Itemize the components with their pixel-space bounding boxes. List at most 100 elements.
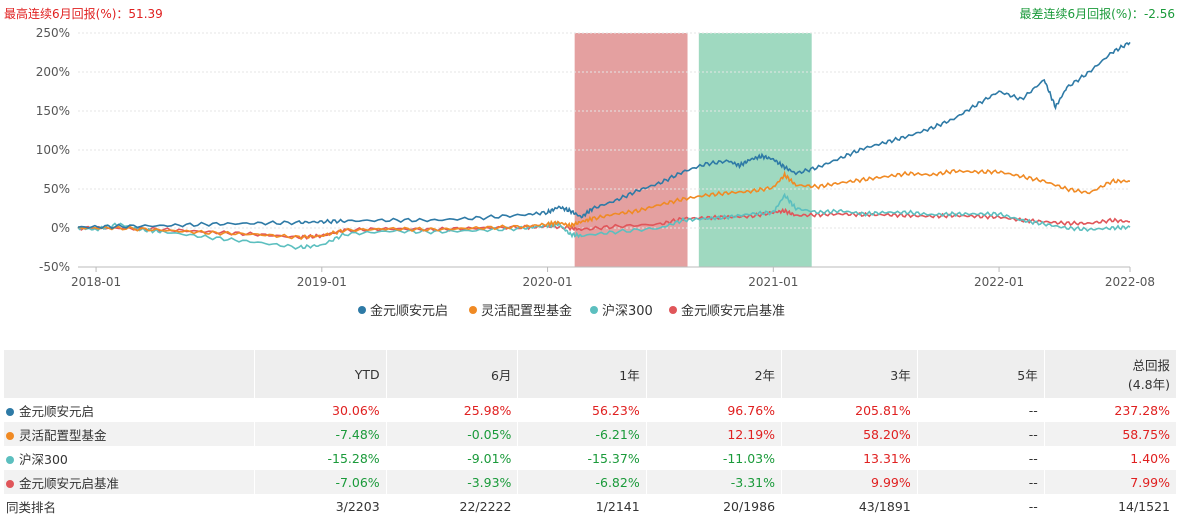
x-axis: 2018-01 2019-01 2020-01 2021-01 2022-01 2022-…	[71, 266, 1155, 289]
row-name-label: 沪深300	[19, 451, 68, 467]
legend-label: 灵活配置型基金	[481, 303, 572, 319]
x-tick-label: 2019-01	[297, 275, 347, 289]
y-tick-label: 100%	[36, 143, 70, 157]
x-tick-label: 2020-01	[522, 275, 572, 289]
x-tick-label: 2018-01	[71, 275, 121, 289]
best-6m-label: 最高连续6月回报(%)	[4, 7, 117, 21]
header-total-return: 总回报	[1132, 358, 1170, 373]
legend-marker	[469, 306, 477, 314]
legend-marker	[669, 306, 677, 314]
table-row: 同类排名 3/2203 22/2222 1/2141 20/1986 43/1891 -- 1…	[4, 494, 1176, 518]
table-header-cell: YTD	[253, 350, 387, 398]
y-tick-label: -50%	[39, 260, 70, 274]
table-row: 灵活配置型基金 -7.48% -0.05% -6.21% 12.19% 58.20% -- 5…	[4, 422, 1176, 446]
performance-table: YTD 6月 1年 2年 3年 5年 总回报 (4.8年) 金元顺安元启 30.06% 25.98%…	[4, 350, 1176, 518]
table-header-cell: 5年	[916, 350, 1045, 398]
table-cell: --	[916, 422, 1045, 446]
table-cell: -7.48%	[253, 422, 387, 446]
best-6m-return: 最高连续6月回报(%)：51.39	[4, 7, 163, 21]
table-cell: -11.03%	[645, 446, 782, 470]
table-cell: 96.76%	[645, 398, 782, 422]
table-cell: 58.20%	[781, 422, 918, 446]
legend-label: 金元顺安元启基准	[681, 303, 785, 319]
row-name: 沪深300	[4, 446, 254, 470]
legend-item[interactable]: 沪深300	[590, 303, 653, 319]
table-cell: --	[916, 398, 1045, 422]
table-cell: -0.05%	[385, 422, 518, 446]
row-name: 灵活配置型基金	[4, 422, 255, 446]
series-line	[77, 168, 1131, 241]
series-lines	[77, 41, 1131, 250]
y-tick-label: 50%	[43, 182, 70, 196]
table-cell: 1/2141	[517, 494, 647, 518]
table-cell: -9.01%	[385, 446, 518, 470]
table-cell: 43/1891	[781, 494, 918, 518]
row-name-label: 金元顺安元启基准	[19, 475, 120, 491]
table-cell: --	[916, 470, 1045, 494]
legend-item[interactable]: 金元顺安元启	[358, 303, 448, 319]
table-row: 金元顺安元启 30.06% 25.98% 56.23% 96.76% 205.81% -- 2…	[4, 398, 1176, 422]
row-name: 金元顺安元启	[4, 398, 254, 422]
series-dot-icon	[6, 431, 14, 440]
table-cell: -15.37%	[517, 446, 647, 470]
legend-marker	[358, 306, 366, 314]
worst-6m-value: -2.56	[1143, 7, 1175, 21]
table-cell: 7.99%	[1043, 470, 1176, 494]
table-cell: 58.75%	[1043, 422, 1176, 446]
legend-marker	[590, 306, 598, 314]
series-line	[77, 192, 1131, 250]
legend-item[interactable]: 金元顺安元启基准	[669, 303, 785, 319]
row-name: 金元顺安元启基准	[4, 470, 255, 494]
table-cell: 1.40%	[1043, 446, 1176, 470]
table-cell: --	[916, 494, 1045, 518]
x-tick-label: 2022-08	[1105, 275, 1155, 289]
table-cell: 12.19%	[645, 422, 782, 446]
table-header-row: YTD 6月 1年 2年 3年 5年 总回报 (4.8年)	[4, 350, 1176, 398]
table-cell: 20/1986	[645, 494, 782, 518]
series-line	[77, 41, 1131, 230]
legend-label: 金元顺安元启	[370, 303, 448, 319]
table-cell: 25.98%	[385, 398, 518, 422]
y-tick-label: 150%	[36, 104, 70, 118]
y-tick-label: 200%	[36, 65, 70, 79]
table-cell: 13.31%	[781, 446, 918, 470]
table-cell: 9.99%	[781, 470, 918, 494]
row-name-label: 金元顺安元启	[19, 403, 95, 419]
worst-6m-label: 最差连续6月回报(%)	[1019, 7, 1132, 21]
table-row: 金元顺安元启基准 -7.06% -3.93% -6.82% -3.31% 9.99% -- 7…	[4, 470, 1176, 494]
table-cell: --	[916, 446, 1045, 470]
table-cell: 22/2222	[385, 494, 518, 518]
y-tick-label: 0%	[51, 221, 70, 235]
table-cell: -3.31%	[645, 470, 782, 494]
table-header-cell: 1年	[517, 350, 647, 398]
x-tick-label: 2022-01	[974, 275, 1024, 289]
table-cell: -15.28%	[253, 446, 387, 470]
best-6m-value: 51.39	[128, 7, 163, 21]
legend-item[interactable]: 灵活配置型基金	[469, 303, 572, 319]
table-header-cell: 6月	[385, 350, 518, 398]
header-total-period: (4.8年)	[1127, 377, 1170, 392]
table-header-cell	[4, 350, 255, 398]
legend-label: 沪深300	[602, 303, 653, 319]
table-header-cell: 2年	[645, 350, 782, 398]
table-cell: 237.28%	[1043, 398, 1176, 422]
row-name-label: 同类排名	[6, 499, 57, 515]
legend[interactable]: 金元顺安元启 灵活配置型基金 沪深300 金元顺安元启基准	[358, 303, 785, 319]
row-name: 同类排名	[4, 494, 254, 518]
table-header-cell: 总回报 (4.8年)	[1043, 350, 1176, 398]
y-axis: 250% 200% 150% 100% 50% 0% -50%	[36, 26, 70, 274]
x-tick-label: 2021-01	[748, 275, 798, 289]
performance-chart: 250% 200% 150% 100% 50% 0% -50% 2018-01 2019-01…	[36, 26, 1155, 319]
table-cell: -7.06%	[253, 470, 387, 494]
table-cell: 14/1521	[1043, 494, 1176, 518]
series-dot-icon	[6, 479, 14, 488]
y-tick-label: 250%	[36, 26, 70, 40]
table-header-cell: 3年	[781, 350, 918, 398]
series-dot-icon	[6, 407, 14, 416]
table-cell: -3.93%	[385, 470, 518, 494]
table-row: 沪深300 -15.28% -9.01% -15.37% -11.03% 13.31% --…	[4, 446, 1176, 470]
table-cell: 30.06%	[253, 398, 387, 422]
table-cell: 56.23%	[517, 398, 647, 422]
table-cell: 205.81%	[781, 398, 918, 422]
table-cell: 3/2203	[253, 494, 387, 518]
